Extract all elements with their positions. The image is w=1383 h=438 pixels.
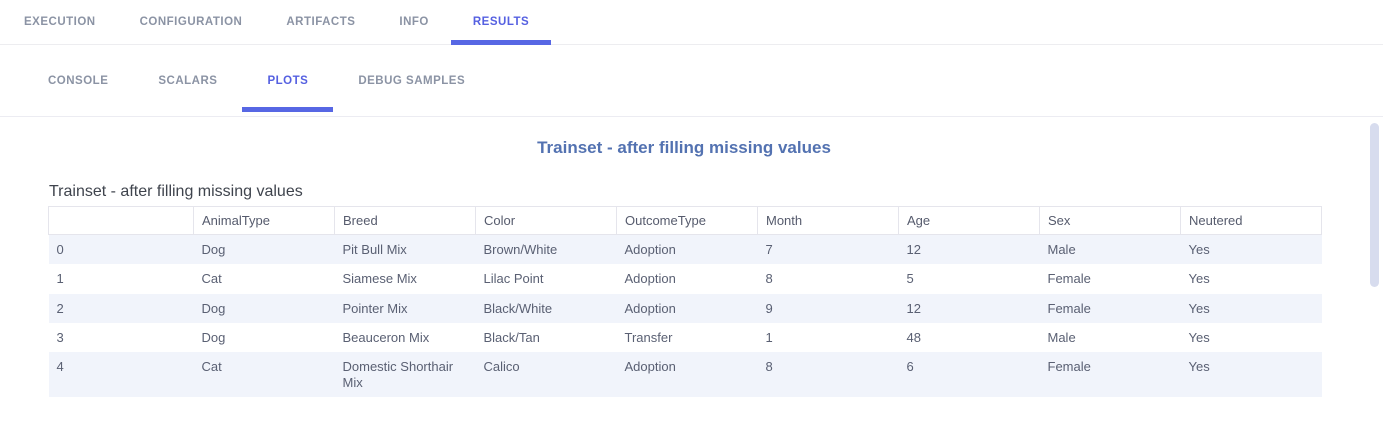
table-cell: Black/White xyxy=(483,300,553,316)
table-title: Trainset - after filling missing values xyxy=(49,183,303,200)
table-cell: Domestic Shorthair Mix xyxy=(342,359,454,390)
tab-configuration[interactable]: CONFIGURATION xyxy=(139,16,243,28)
table-body: 0 Dog Pit Bull Mix Brown/White Adoption 7 12 Ma… xyxy=(48,234,1322,397)
table-cell: Calico xyxy=(483,359,520,375)
table-cell: Yes xyxy=(1188,359,1210,375)
table-cell: Cat xyxy=(201,271,222,287)
table-cell: Adoption xyxy=(624,300,676,316)
table-cell: 1 xyxy=(765,329,773,345)
table-cell: Adoption xyxy=(624,242,676,257)
row-index-cell: 3 xyxy=(56,329,64,345)
table-cell: Pit Bull Mix xyxy=(342,242,407,257)
table-row: 3 Dog Beauceron Mix Black/Tan Transfer 1 48 Mal… xyxy=(49,323,1322,352)
subtab-console[interactable]: CONSOLE xyxy=(48,74,109,87)
table-cell: 12 xyxy=(906,242,921,257)
table-cell: Female xyxy=(1047,271,1091,287)
row-index-cell: 4 xyxy=(56,359,64,375)
subtab-debug-samples[interactable]: DEBUG SAMPLES xyxy=(358,74,466,87)
table-cell: Female xyxy=(1047,300,1091,316)
table-cell: Adoption xyxy=(624,271,676,287)
dataframe-table: AnimalType Breed Color OutcomeType Month Age S… xyxy=(48,206,1322,397)
table-cell: 8 xyxy=(765,271,773,287)
tab-execution[interactable]: EXECUTION xyxy=(24,16,96,28)
table-cell: Transfer xyxy=(624,329,673,345)
subtab-plots[interactable]: PLOTS xyxy=(242,45,334,116)
table-cell: Yes xyxy=(1188,242,1210,257)
table-cell: Dog xyxy=(201,300,226,316)
table-cell: Male xyxy=(1047,329,1076,345)
table-row: 1 Cat Siamese Mix Lilac Point Adoption 8 5 Fema… xyxy=(49,264,1322,293)
row-index-cell: 1 xyxy=(56,271,64,287)
row-index-cell: 0 xyxy=(56,242,64,257)
table-cell: 12 xyxy=(906,300,921,316)
main-tab-bar: EXECUTION CONFIGURATION ARTIFACTS INFO RESUL… xyxy=(0,0,1383,45)
table-cell: Yes xyxy=(1188,300,1210,316)
column-header-neutered: Neutered xyxy=(1180,206,1322,235)
table-row: 4 Cat Domestic Shorthair Mix Calico Adoption… xyxy=(48,352,1322,397)
column-header-age: Age xyxy=(898,206,1040,235)
table-header-row: AnimalType Breed Color OutcomeType Month Age S… xyxy=(48,206,1322,235)
column-header-animaltype: AnimalType xyxy=(193,206,335,235)
table-cell: Female xyxy=(1047,359,1091,375)
vertical-scrollbar-thumb[interactable] xyxy=(1370,123,1379,287)
tab-artifacts[interactable]: ARTIFACTS xyxy=(286,16,356,28)
table-cell: Yes xyxy=(1188,329,1210,345)
table-row: 2 Dog Pointer Mix Black/White Adoption 9 12 Fem… xyxy=(48,293,1322,323)
table-header: AnimalType Breed Color OutcomeType Month Age S… xyxy=(48,206,1322,235)
row-index-cell: 2 xyxy=(56,300,64,316)
table-cell: 6 xyxy=(906,359,914,375)
table-cell: 48 xyxy=(906,329,921,345)
table-cell: Male xyxy=(1047,242,1076,257)
table-cell: Adoption xyxy=(624,359,676,375)
table-cell: Pointer Mix xyxy=(342,300,408,316)
table-cell: 7 xyxy=(765,242,773,257)
column-header-color: Color xyxy=(475,206,617,235)
table-cell: Dog xyxy=(201,242,226,257)
plot-table-section: Trainset - after filling missing values … xyxy=(48,183,1322,397)
tab-info[interactable]: INFO xyxy=(399,16,429,28)
column-header-sex: Sex xyxy=(1039,206,1181,235)
table-cell: Dog xyxy=(201,329,226,345)
table-cell: Lilac Point xyxy=(483,271,544,287)
results-sub-tab-bar: CONSOLE SCALARS PLOTS DEBUG SAMPLES xyxy=(0,45,1383,117)
table-cell: 5 xyxy=(906,271,914,287)
table-cell: 8 xyxy=(765,359,773,375)
plots-panel: Trainset - after filling missing values … xyxy=(0,138,1383,397)
column-header-month: Month xyxy=(757,206,899,235)
table-cell: Cat xyxy=(201,359,222,375)
table-cell: 9 xyxy=(765,300,773,316)
table-cell: Brown/White xyxy=(483,242,558,257)
table-row: 0 Dog Pit Bull Mix Brown/White Adoption 7 12 Ma… xyxy=(48,234,1322,265)
column-header-breed: Breed xyxy=(334,206,476,235)
tab-results[interactable]: RESULTS xyxy=(450,0,552,45)
column-header-index xyxy=(48,206,194,235)
table-cell: Beauceron Mix xyxy=(342,329,430,345)
subtab-scalars[interactable]: SCALARS xyxy=(158,74,218,87)
table-cell: Black/Tan xyxy=(483,329,540,345)
table-cell: Siamese Mix xyxy=(342,271,417,287)
table-cell: Yes xyxy=(1188,271,1210,287)
column-header-outcometype: OutcomeType xyxy=(616,206,758,235)
plot-title: Trainset - after filling missing values xyxy=(537,138,831,157)
